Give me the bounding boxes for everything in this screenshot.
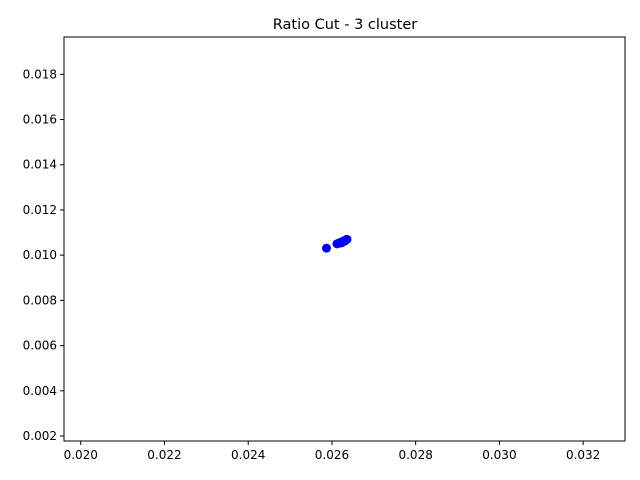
y-tick-label: 0.016 bbox=[23, 113, 57, 127]
y-tick-label: 0.010 bbox=[23, 248, 57, 262]
x-axis: 0.020 0.022 0.024 0.026 0.028 0.030 0.032 bbox=[64, 441, 600, 462]
y-tick-label: 0.018 bbox=[23, 67, 57, 81]
x-tick-label: 0.028 bbox=[398, 448, 432, 462]
x-tick-label: 0.020 bbox=[64, 448, 98, 462]
x-tick-label: 0.030 bbox=[482, 448, 516, 462]
y-tick-label: 0.002 bbox=[23, 429, 57, 443]
y-axis: 0.002 0.004 0.006 0.008 0.010 0.012 0.014 0.016… bbox=[23, 67, 64, 443]
x-tick-label: 0.032 bbox=[566, 448, 600, 462]
plot-area bbox=[63, 36, 626, 442]
y-tick-label: 0.014 bbox=[23, 158, 57, 172]
data-points bbox=[321, 234, 352, 253]
chart-title: Ratio Cut - 3 cluster bbox=[273, 17, 417, 33]
y-tick-label: 0.012 bbox=[23, 203, 57, 217]
x-tick-label: 0.026 bbox=[315, 448, 349, 462]
y-tick-label: 0.008 bbox=[23, 293, 57, 307]
y-tick-label: 0.006 bbox=[23, 339, 57, 353]
x-tick-label: 0.024 bbox=[231, 448, 265, 462]
y-tick-label: 0.004 bbox=[23, 384, 57, 398]
x-tick-label: 0.022 bbox=[147, 448, 181, 462]
data-point bbox=[340, 236, 350, 246]
data-point bbox=[321, 243, 331, 253]
